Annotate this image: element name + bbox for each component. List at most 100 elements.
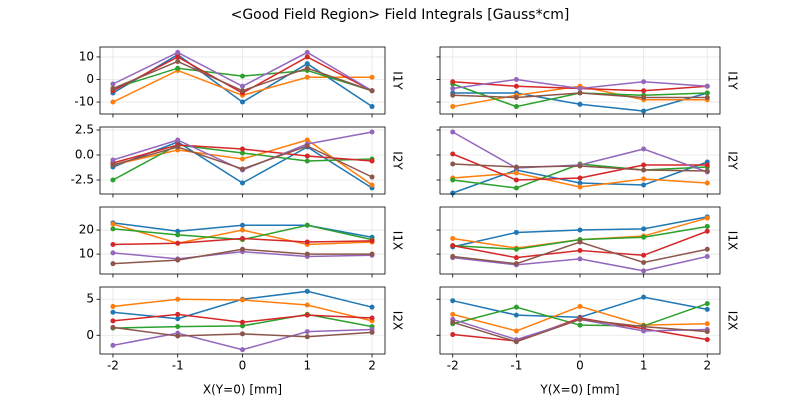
point [240, 156, 245, 162]
point [304, 61, 310, 67]
y-axis-label: I2X [391, 311, 405, 330]
point [513, 83, 519, 89]
point [110, 86, 116, 92]
y-axis-label: I2X [726, 311, 740, 330]
point [513, 170, 519, 176]
point [450, 332, 456, 338]
point [704, 90, 710, 96]
point [110, 241, 116, 247]
point [704, 168, 710, 174]
x-tick-label: 1 [303, 359, 311, 373]
point [704, 321, 710, 327]
y-tick-label: -10 [74, 95, 94, 109]
point [450, 92, 456, 98]
point [513, 312, 519, 318]
point [577, 256, 583, 262]
point [704, 228, 710, 234]
point [641, 252, 647, 258]
point [110, 99, 116, 105]
point [110, 177, 116, 183]
y-tick-label: -2.5 [71, 173, 94, 187]
point [240, 235, 245, 241]
point [704, 162, 710, 168]
point [175, 311, 181, 317]
point [450, 86, 456, 92]
point [110, 324, 116, 330]
point [450, 129, 456, 135]
point [513, 255, 519, 261]
point [110, 226, 116, 232]
point [369, 104, 375, 110]
point [641, 95, 647, 101]
point [240, 166, 245, 172]
y-axis-label: I2Y [391, 151, 405, 170]
point [110, 309, 116, 315]
axes-frame [439, 206, 721, 275]
point [577, 184, 583, 190]
x-tick-label: 1 [640, 359, 648, 373]
point [304, 222, 310, 228]
y-tick-label: 0 [86, 72, 94, 86]
y-axis-label: I2Y [726, 151, 740, 170]
point [175, 333, 181, 339]
point [175, 228, 181, 234]
point [450, 235, 456, 241]
point [450, 243, 456, 249]
point [304, 137, 310, 143]
point [450, 298, 456, 304]
point [304, 143, 310, 149]
point [450, 177, 456, 183]
point [577, 322, 583, 328]
point [240, 180, 245, 186]
point [304, 239, 310, 245]
point [369, 88, 375, 94]
point [175, 137, 181, 143]
point [240, 222, 245, 228]
point [240, 323, 245, 329]
point [240, 83, 245, 89]
point [240, 331, 245, 337]
point [641, 108, 647, 114]
point [450, 151, 456, 157]
point [175, 296, 181, 302]
point [577, 316, 583, 322]
point [304, 54, 310, 60]
point [304, 251, 310, 257]
point [240, 227, 245, 233]
point [240, 99, 245, 105]
axes-frame [99, 206, 386, 275]
point [641, 167, 647, 173]
point [175, 240, 181, 246]
point [513, 185, 519, 191]
point [110, 162, 116, 168]
point [577, 227, 583, 233]
point [577, 303, 583, 309]
point [369, 158, 375, 164]
point [577, 239, 583, 245]
point [240, 73, 245, 79]
point [513, 261, 519, 267]
y-axis-label: I1X [726, 231, 740, 250]
point [110, 342, 116, 348]
point [513, 304, 519, 310]
point [641, 162, 647, 168]
point [704, 301, 710, 307]
point [304, 158, 310, 164]
x-tick-label: 0 [239, 359, 247, 373]
point [704, 83, 710, 89]
point [450, 319, 456, 325]
x-axis-label: X(Y=0) [mm] [203, 383, 282, 397]
point [304, 312, 310, 318]
y-tick-label: 0.0 [75, 148, 94, 162]
point [450, 161, 456, 167]
point [513, 164, 519, 170]
y-axis-label: I1Y [391, 71, 405, 90]
y-tick-label: 2.5 [75, 123, 94, 137]
point [304, 74, 310, 80]
point [641, 88, 647, 94]
point [577, 247, 583, 253]
point [577, 101, 583, 107]
point [641, 294, 647, 300]
point [513, 339, 519, 345]
point [704, 306, 710, 312]
